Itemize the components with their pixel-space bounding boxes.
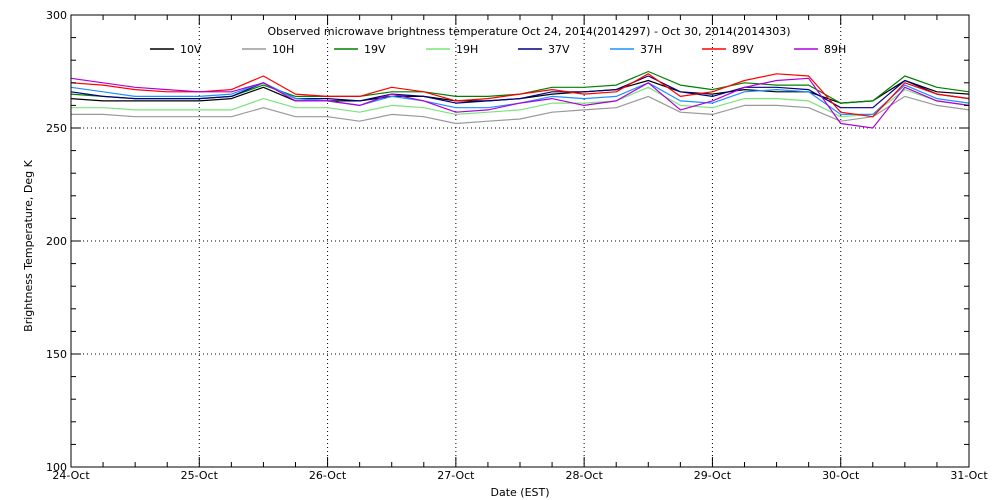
y-axis-label: Brightness Temperature, Deg K [22, 159, 35, 331]
legend-label-19h: 19H [456, 43, 478, 56]
legend-label-10v: 10V [180, 43, 202, 56]
x-tick-label: 29-Oct [694, 469, 732, 482]
x-tick-label: 25-Oct [181, 469, 219, 482]
x-tick-label: 30-Oct [822, 469, 860, 482]
legend-label-37v: 37V [548, 43, 570, 56]
legend-label-10h: 10H [272, 43, 294, 56]
grid [71, 15, 969, 467]
legend-label-89v: 89V [732, 43, 754, 56]
legend-label-89h: 89H [824, 43, 846, 56]
chart-title: Observed microwave brightness temperatur… [267, 25, 790, 38]
series-line-89v [70, 73, 970, 118]
series-line-19h [71, 86, 970, 118]
legend-label-19v: 19V [364, 43, 386, 56]
axis-tick-labels: 100 150 200 250 300 24-Oct 25-Oct 26-Oct 27-Oct 2… [46, 9, 988, 482]
x-tick-label: 31-Oct [950, 469, 988, 482]
legend: 10V 10H 19V 19H 37V 37H 89V 89H [150, 43, 846, 56]
series-line-37v [70, 75, 970, 109]
series-line-89h [70, 77, 970, 129]
y-tick-label: 250 [46, 122, 67, 135]
x-axis-label: Date (EST) [490, 486, 549, 499]
x-tick-label: 26-Oct [309, 469, 347, 482]
series-lines [70, 70, 970, 129]
axis-ticks [70, 14, 970, 468]
x-tick-label: 24-Oct [52, 469, 90, 482]
x-tick-label: 28-Oct [565, 469, 603, 482]
y-tick-label: 300 [46, 9, 67, 22]
y-tick-label: 100 [46, 461, 67, 474]
legend-label-37h: 37H [640, 43, 662, 56]
x-tick-label: 27-Oct [437, 469, 475, 482]
series-line-10h [71, 95, 970, 125]
y-tick-label: 150 [46, 348, 67, 361]
y-tick-label: 200 [46, 235, 67, 248]
